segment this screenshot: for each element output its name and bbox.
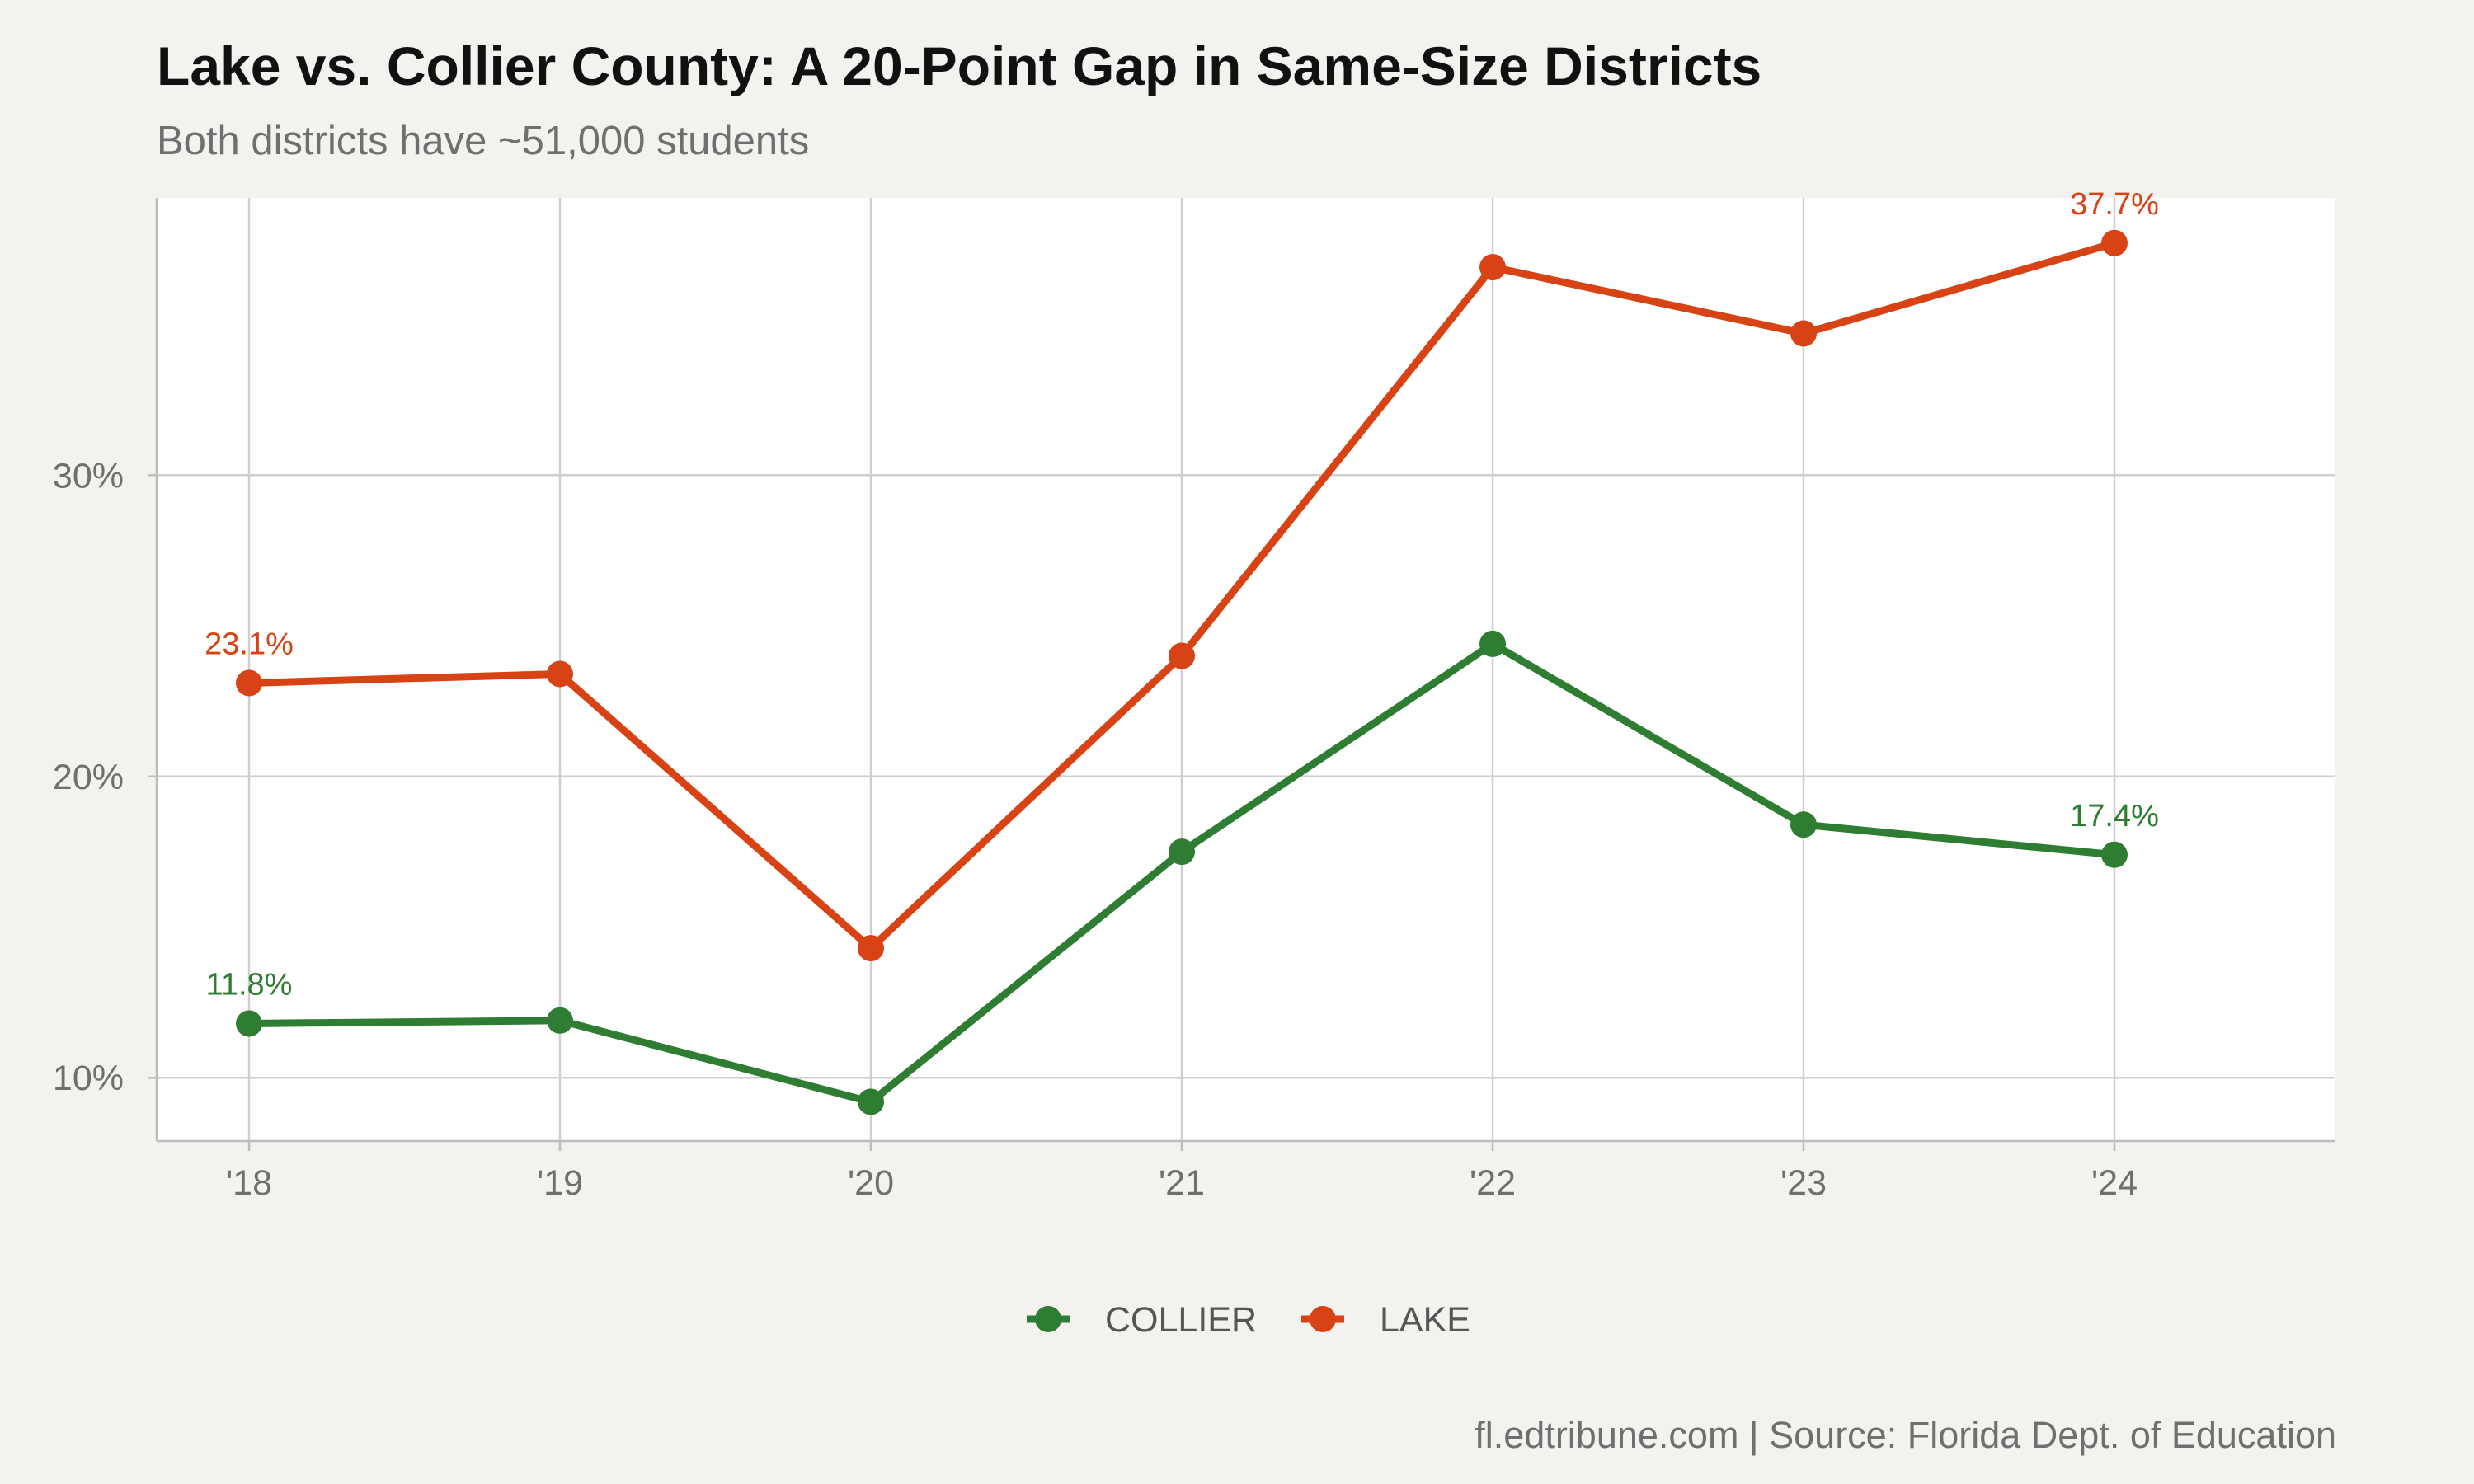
data-point-collier: [1790, 811, 1817, 838]
data-point-lake: [236, 669, 262, 697]
x-tick-label: '23: [1780, 1163, 1827, 1203]
data-label-collier: 11.8%: [206, 967, 293, 1002]
x-tick-label: '24: [2091, 1163, 2138, 1203]
data-point-collier: [1169, 838, 1195, 866]
chart-subtitle: Both districts have ~51,000 students: [157, 119, 810, 163]
data-label-lake: 37.7%: [2070, 187, 2159, 222]
x-tick-label: '18: [226, 1163, 272, 1203]
source-caption: fl.edtribune.com | Source: Florida Dept.…: [1475, 1414, 2336, 1456]
data-point-lake: [858, 935, 884, 962]
x-tick-label: '21: [1159, 1163, 1205, 1203]
x-tick-label: '20: [848, 1163, 894, 1203]
y-tick-label: 10%: [53, 1059, 124, 1098]
chart-title: Lake vs. Collier County: A 20-Point Gap …: [157, 35, 1762, 96]
plot-panel: [157, 198, 2335, 1141]
data-point-collier: [236, 1010, 262, 1037]
data-point-lake: [2101, 229, 2128, 256]
y-tick-label: 20%: [53, 758, 124, 797]
data-point-lake: [1479, 254, 1506, 281]
legend-label: COLLIER: [1105, 1300, 1257, 1340]
data-point-collier: [547, 1007, 573, 1034]
data-point-collier: [858, 1088, 884, 1115]
y-tick-label: 30%: [53, 456, 124, 495]
x-tick-label: '22: [1470, 1163, 1516, 1203]
data-point-collier: [1479, 630, 1506, 657]
legend-swatch-marker: [1310, 1306, 1336, 1332]
data-point-lake: [1169, 642, 1195, 669]
data-point-lake: [1790, 320, 1817, 347]
data-point-lake: [547, 660, 573, 688]
legend-swatch-marker: [1035, 1306, 1061, 1332]
data-label-lake: 23.1%: [205, 627, 294, 661]
legend-label: LAKE: [1380, 1300, 1470, 1340]
data-point-collier: [2101, 841, 2128, 868]
x-tick-label: '19: [537, 1163, 583, 1203]
data-label-collier: 17.4%: [2070, 799, 2159, 834]
